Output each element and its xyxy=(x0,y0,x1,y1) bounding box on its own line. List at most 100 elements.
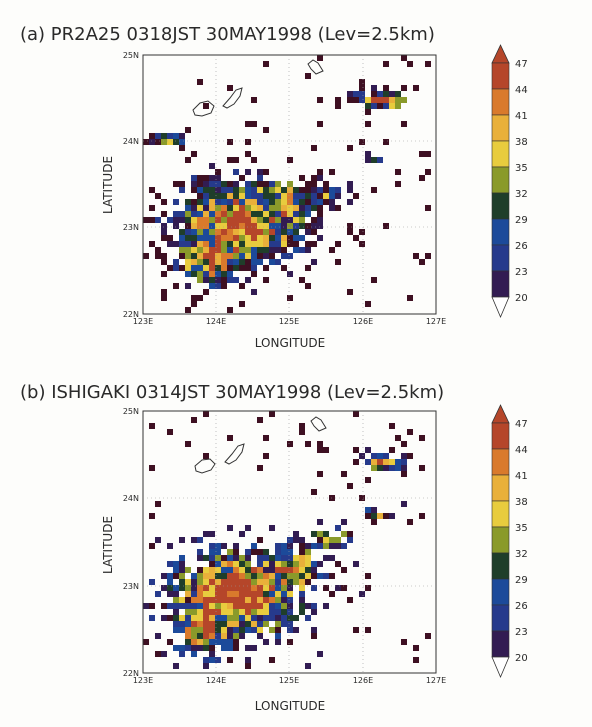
echo-pixel xyxy=(161,295,167,301)
colorbar-level-label: 29 xyxy=(515,215,528,226)
echo-pixel xyxy=(167,133,173,139)
panel-a-ytick: 24N xyxy=(123,137,139,146)
echo-pixel xyxy=(347,145,353,151)
echo-pixel xyxy=(263,181,269,187)
echo-pixel xyxy=(263,573,269,579)
echo-pixel xyxy=(299,175,305,181)
echo-pixel xyxy=(413,645,419,651)
echo-pixel xyxy=(185,615,191,621)
panel-a-title: (a) PR2A25 0318JST 30MAY1998 (Lev=2.5km) xyxy=(20,24,435,45)
echo-pixel xyxy=(179,145,185,151)
echo-pixel xyxy=(263,229,269,235)
echo-pixel xyxy=(251,187,257,193)
echo-pixel xyxy=(371,103,377,109)
echo-pixel xyxy=(173,199,179,205)
echo-pixel xyxy=(281,241,287,247)
colorbar-level-label: 47 xyxy=(515,419,528,430)
echo-pixel xyxy=(305,603,311,609)
echo-pixel xyxy=(245,223,251,229)
echo-pixel xyxy=(257,193,263,199)
echo-pixel xyxy=(203,187,209,193)
echo-pixel xyxy=(191,417,197,423)
echo-pixel xyxy=(407,519,413,525)
echo-pixel xyxy=(215,585,221,591)
echo-pixel xyxy=(359,495,365,501)
echo-pixel xyxy=(227,265,233,271)
echo-pixel xyxy=(209,247,215,253)
echo-pixel xyxy=(245,235,251,241)
echo-pixel xyxy=(179,603,185,609)
echo-pixel xyxy=(221,615,227,621)
echo-pixel xyxy=(287,229,293,235)
echo-pixel xyxy=(215,169,221,175)
colorbar-level-label: 41 xyxy=(515,111,528,122)
echo-pixel xyxy=(149,139,155,145)
echo-pixel xyxy=(311,205,317,211)
echo-pixel xyxy=(359,241,365,247)
echo-pixel xyxy=(215,561,221,567)
echo-pixel xyxy=(221,277,227,283)
echo-pixel xyxy=(209,283,215,289)
echo-pixel xyxy=(245,139,251,145)
echo-pixel xyxy=(233,639,239,645)
panel-a-island-north xyxy=(307,59,324,75)
echo-pixel xyxy=(239,247,245,253)
echo-pixel xyxy=(143,639,149,645)
echo-pixel xyxy=(233,543,239,549)
echo-pixel xyxy=(191,217,197,223)
echo-pixel xyxy=(221,591,227,597)
echo-pixel xyxy=(197,199,203,205)
echo-pixel xyxy=(185,265,191,271)
echo-pixel xyxy=(287,549,293,555)
echo-pixel xyxy=(233,253,239,259)
echo-pixel xyxy=(269,211,275,217)
echo-pixel xyxy=(311,627,317,633)
echo-pixel xyxy=(263,567,269,573)
echo-pixel xyxy=(203,103,209,109)
echo-pixel xyxy=(383,61,389,67)
echo-pixel xyxy=(197,205,203,211)
echo-pixel xyxy=(197,615,203,621)
echo-pixel xyxy=(221,609,227,615)
echo-pixel xyxy=(227,193,233,199)
echo-pixel xyxy=(311,567,317,573)
echo-pixel xyxy=(227,307,233,313)
echo-pixel xyxy=(317,205,323,211)
echo-pixel xyxy=(257,633,263,639)
echo-pixel xyxy=(335,187,341,193)
echo-pixel xyxy=(233,247,239,253)
echo-pixel xyxy=(395,181,401,187)
echo-pixel xyxy=(251,193,257,199)
echo-pixel xyxy=(299,609,305,615)
echo-pixel xyxy=(215,175,221,181)
echo-pixel xyxy=(197,181,203,187)
echo-pixel xyxy=(209,277,215,283)
echo-pixel xyxy=(191,259,197,265)
echo-pixel xyxy=(227,567,233,573)
echo-pixel xyxy=(149,465,155,471)
echo-pixel xyxy=(173,597,179,603)
echo-pixel xyxy=(269,411,275,417)
echo-pixel xyxy=(173,241,179,247)
echo-pixel xyxy=(269,555,275,561)
echo-pixel xyxy=(281,579,287,585)
echo-pixel xyxy=(365,301,371,307)
echo-pixel xyxy=(293,573,299,579)
echo-pixel xyxy=(305,555,311,561)
echo-pixel xyxy=(311,217,317,223)
echo-pixel xyxy=(275,217,281,223)
echo-pixel xyxy=(185,603,191,609)
colorbar-a: 47 44 41 38 35 32 29 26 23 20 xyxy=(491,44,528,319)
echo-pixel xyxy=(425,151,431,157)
echo-pixel xyxy=(287,205,293,211)
echo-pixel xyxy=(245,151,251,157)
echo-pixel xyxy=(281,253,287,259)
echo-pixel xyxy=(245,277,251,283)
echo-pixel xyxy=(323,573,329,579)
echo-pixel xyxy=(263,603,269,609)
echo-pixel xyxy=(185,271,191,277)
echo-pixel xyxy=(329,205,335,211)
echo-pixel xyxy=(251,585,257,591)
echo-pixel xyxy=(335,561,341,567)
echo-pixel xyxy=(293,615,299,621)
